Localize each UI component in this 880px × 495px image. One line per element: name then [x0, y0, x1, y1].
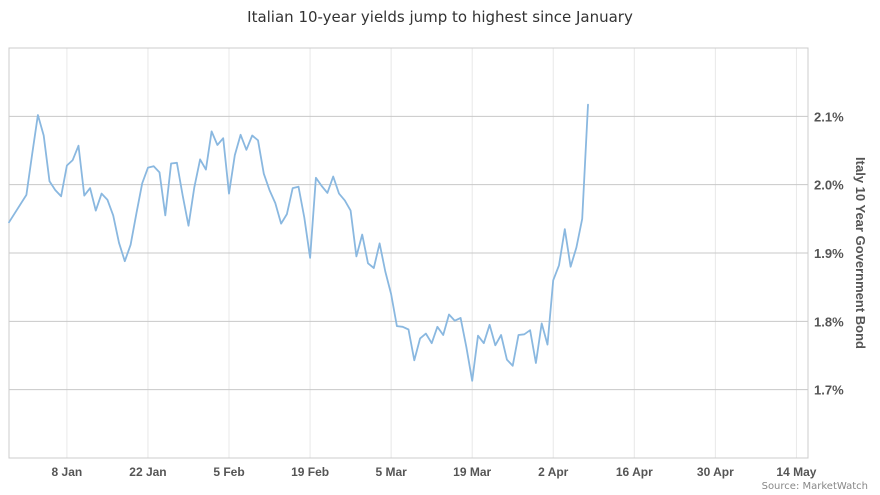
x-tick-label: 30 Apr	[697, 465, 734, 479]
x-tick-label: 14 May	[776, 465, 816, 479]
plot-frame	[8, 47, 809, 459]
y-axis-ticks: 1.7% 1.8% 1.9% 2.0% 2.1%	[814, 109, 844, 397]
y-tick-label: 1.8%	[814, 314, 844, 329]
x-axis-ticks: 8 Jan 22 Jan 5 Feb 19 Feb 5 Mar 19 Mar 2 Apr 16…	[52, 465, 817, 479]
y-tick-label: 2.1%	[814, 109, 844, 124]
y-tick-label: 1.7%	[814, 383, 844, 398]
x-tick-label: 5 Mar	[375, 465, 407, 479]
x-tick-label: 8 Jan	[52, 465, 83, 479]
x-tick-label: 16 Apr	[616, 465, 653, 479]
x-tick-label: 5 Feb	[213, 465, 244, 479]
chart-title: Italian 10-year yields jump to highest s…	[247, 8, 633, 26]
x-tick-label: 2 Apr	[538, 465, 569, 479]
y-tick-label: 2.0%	[814, 178, 844, 193]
x-tick-label: 19 Feb	[291, 465, 329, 479]
y-grid	[9, 115, 808, 391]
y-tick-label: 1.9%	[814, 246, 844, 261]
source-note: Source: MarketWatch	[762, 481, 868, 492]
y-axis-label: Italy 10 Year Government Bond	[853, 157, 868, 349]
series-line	[8, 103, 589, 382]
x-tick-label: 22 Jan	[129, 465, 166, 479]
x-tick-label: 19 Mar	[453, 465, 491, 479]
